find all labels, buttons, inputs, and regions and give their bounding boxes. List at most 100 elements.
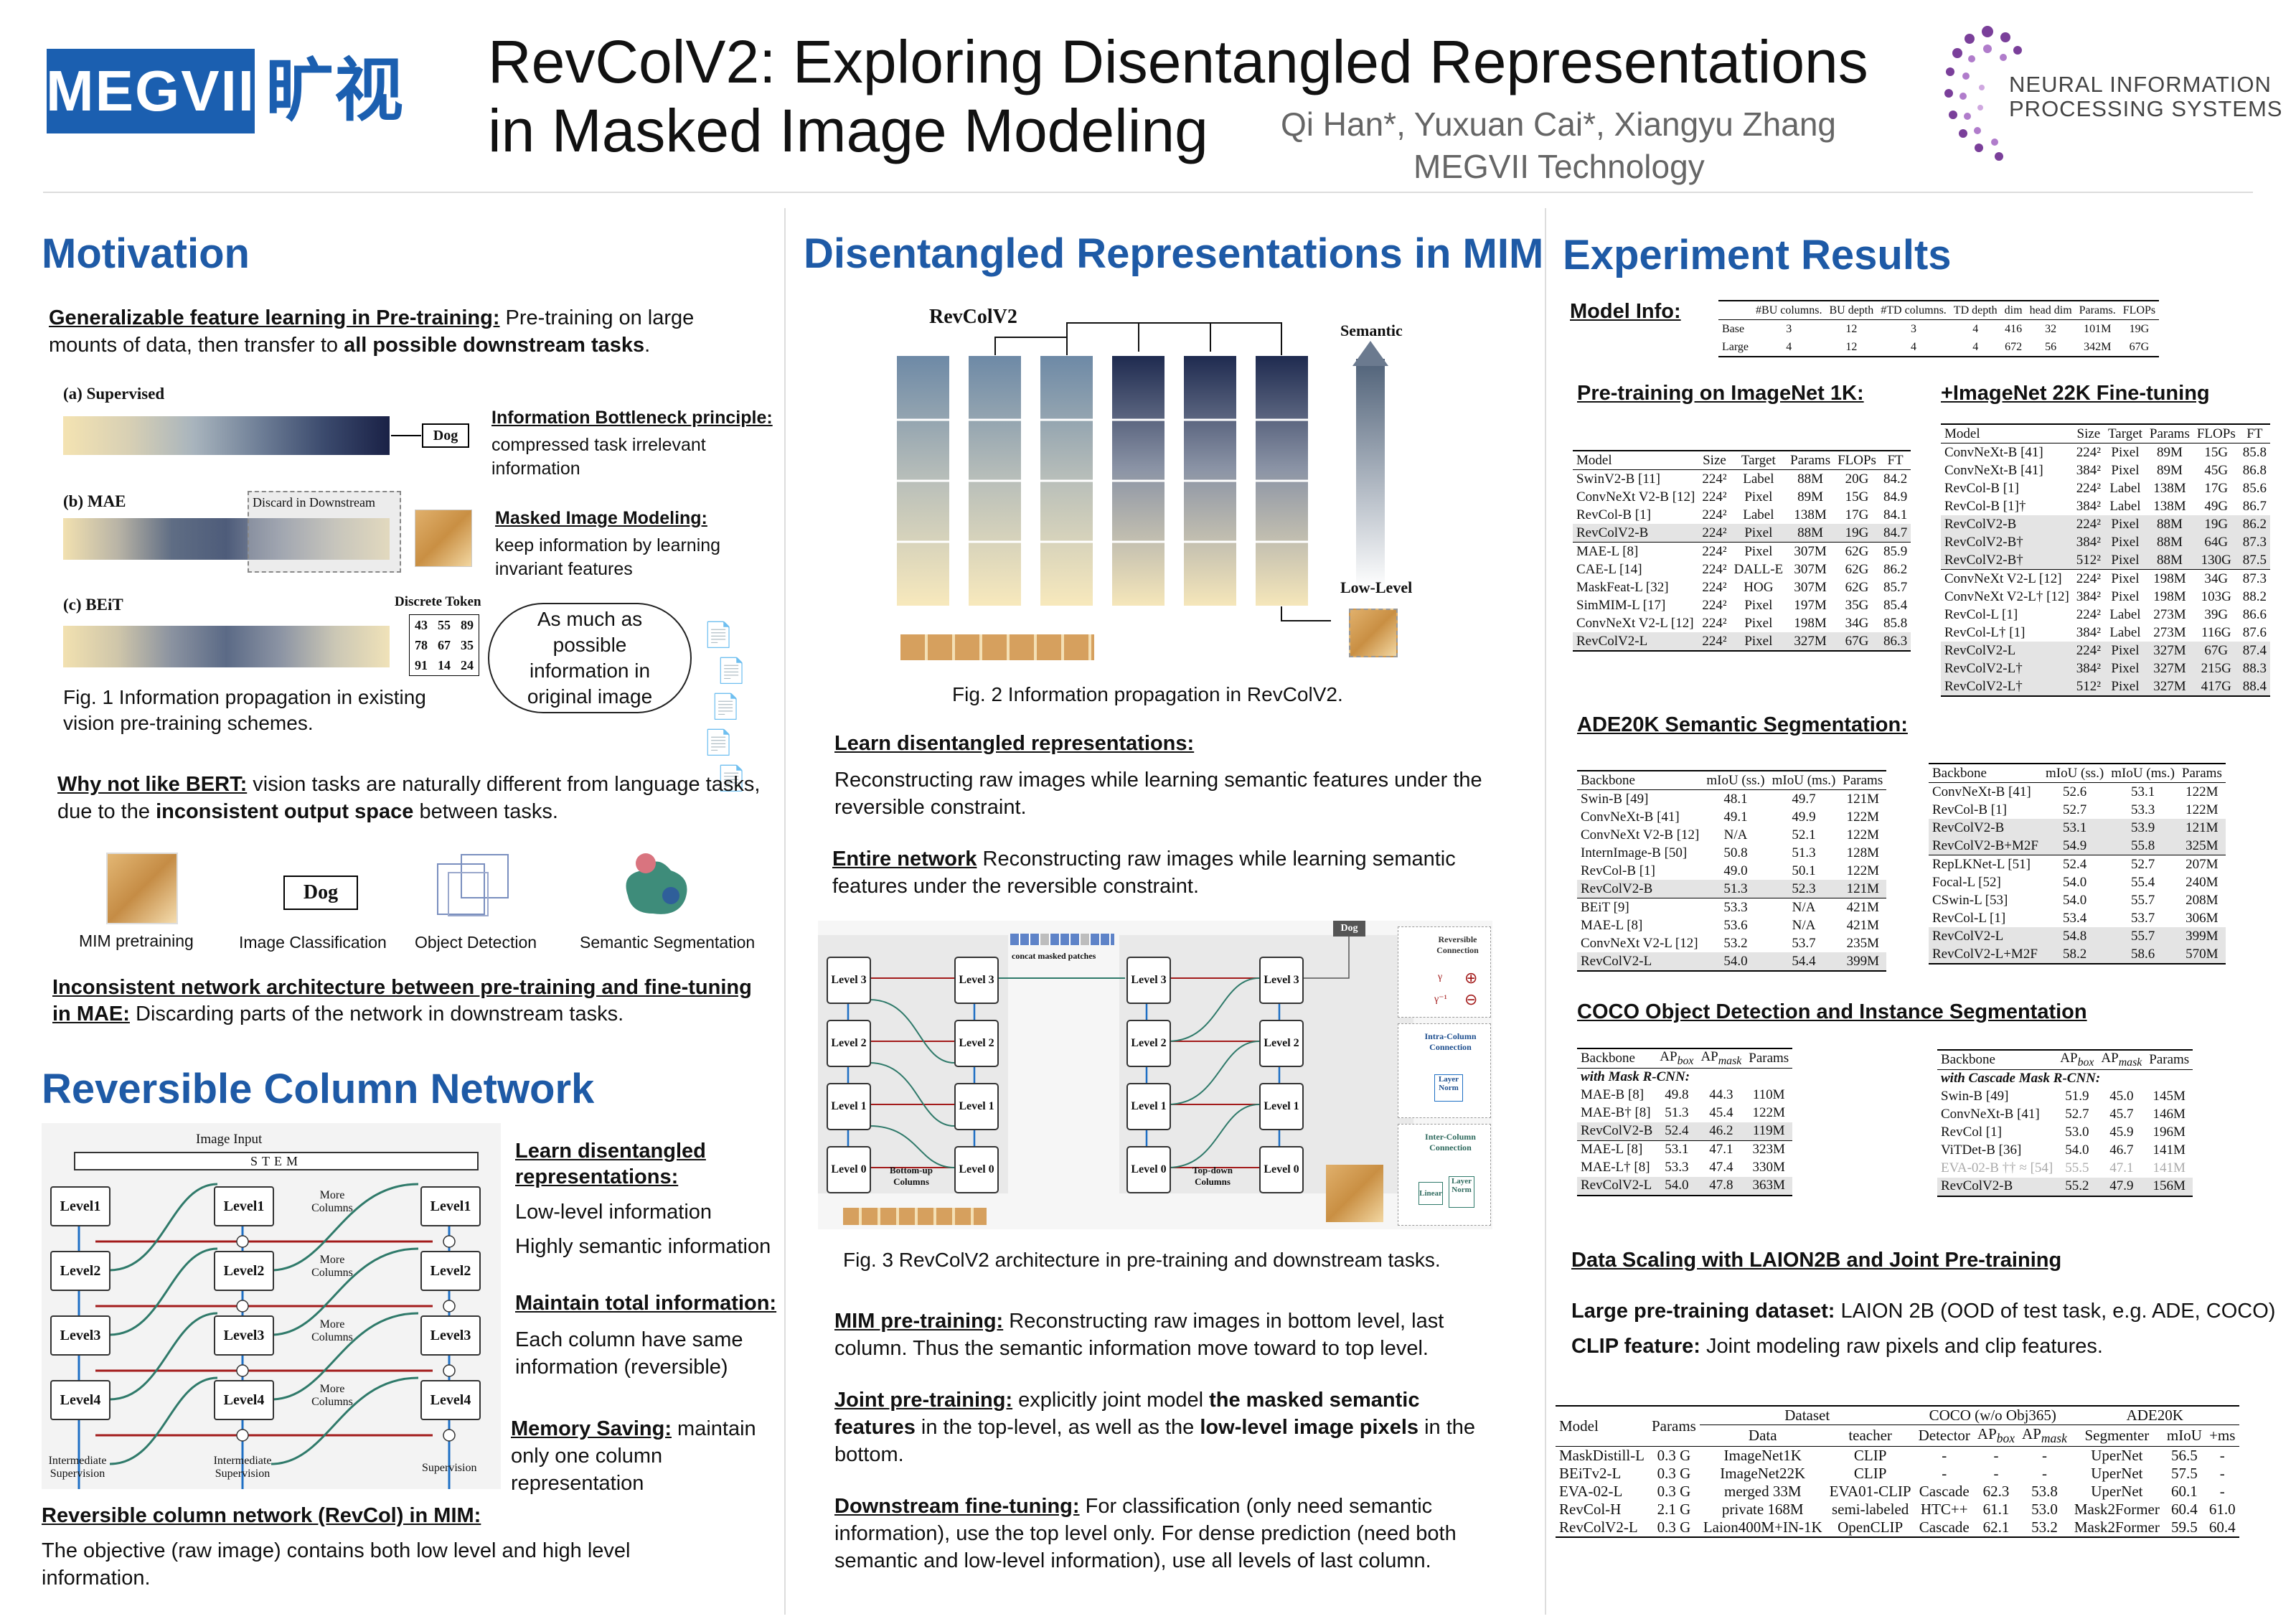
coco-table-2: Backbone APbox APmask Params with Cascad… [1937,1049,2193,1197]
table-cell: 53.1 [2062,820,2087,835]
table-cell: 62G [1845,561,1869,577]
table-cell: MAE-L [8] [1581,917,1643,933]
table-cell: 53.4 [2062,910,2087,926]
table-cell: 224² [1702,507,1727,522]
table-cell: 323M [1752,1142,1785,1158]
fig3-bu1-level3: Level 3 [827,957,871,1004]
table-cell: 59.5 [2171,1519,2198,1536]
table-cell: MAE-B† [8] [1581,1105,1651,1121]
table-cell: 273M [2153,606,2186,622]
cell: 67G [2129,340,2150,353]
table-cell: BEiT [9] [1581,899,1629,915]
document-icon: 📄 [703,621,734,649]
table-row: RevCol-B [1] 52.7 53.3 122M [1929,801,2226,819]
table-cell: 128M [1846,845,1879,860]
pretrain-title: Pre-training on ImageNet 1K: [1577,382,1864,405]
col-header: BU depth [1829,304,1874,316]
fig3-bu1-level1: Level 1 [827,1083,871,1130]
fig2-input-patches [900,634,1094,660]
table-cell: - [1942,1447,1947,1465]
motivation-heading: Motivation [42,230,250,277]
col-header: Params [1843,772,1883,788]
table-cell: 62G [1845,543,1869,559]
model-info-label: Model Info: [1570,300,1681,323]
table-cell: RevColV2-L [1559,1519,1638,1536]
table-cell: 52.7 [2065,1107,2089,1122]
table-row: ConvNeXt V2-L† [12] 384² Pixel 198M 103G 88.2 [1941,588,2270,606]
token: 91 [415,658,428,672]
table-row: RevColV2-L 54.0 47.8 363M [1577,1176,1793,1196]
table-cell: ConvNeXt-B [41] [1932,784,2031,799]
task-label-cls: Image Classification [239,933,387,952]
table-cell: 45.4 [1709,1105,1733,1121]
col-header: Dataset [1699,1406,1915,1425]
table-cell: N/A [1792,899,1816,915]
table-cell: 207M [2186,856,2219,872]
table-cell: - [1942,1465,1947,1483]
bert-end: between tasks. [413,800,558,823]
affiliation: MEGVII Technology [1413,148,1705,185]
table-row: ConvNeXt V2-B [12] 224² Pixel 89M 15G 84.9 [1573,488,1911,506]
table-cell: MAE-L [8] [1581,1142,1643,1158]
fig3-td1-level2: Level 2 [1126,1020,1171,1067]
ade-table-1: Backbone mIoU (ss.) mIoU (ms.) Params Sw… [1577,770,1887,972]
table-cell: N/A [1723,827,1748,842]
table-cell: Pixel [2111,642,2140,658]
table-cell: 224² [1702,615,1727,631]
col-header: Backbone [1932,765,1987,781]
table-cell: ConvNeXt V2-L† [12] [1944,588,2069,604]
entire-network: Entire network Reconstructing raw images… [832,845,1492,900]
table-row: RevCol-L† [1] 384² Label 273M 116G 87.6 [1941,624,2270,642]
mim-pretraining-text: Reconstructing raw images in bottom leve… [834,1310,1444,1360]
authors: Qi Han*, Yuxuan Cai*, Xiangyu Zhang [1281,105,1836,143]
table-cell: Pixel [1744,633,1773,649]
table-cell: 87.3 [2242,534,2267,550]
generalizable-end: . [644,334,651,357]
col-header: Size [1703,452,1726,468]
table-cell: 51.9 [2065,1089,2089,1104]
task-detection-icon [437,854,509,916]
table-cell: MAE-L† [8] [1581,1160,1650,1175]
table-cell: 47.4 [1709,1160,1733,1175]
mim-pretraining: MIM pre-training: Reconstructing raw ima… [834,1308,1495,1362]
cell: 3 [1786,322,1792,335]
fig3-bu2-level3: Level 3 [954,957,999,1004]
task-label-mim: MIM pretraining [79,931,194,950]
table-subheader: with Cascade Mask R-CNN: [1937,1069,2193,1088]
fig2-output-image [1349,609,1398,657]
table-cell: RevCol-H [1559,1501,1622,1519]
table-cell: CSwin-L [53] [1932,892,2008,908]
fig3-dog-box: Dog [1333,921,1365,937]
table-cell: RevColV2-B+M2F [1932,837,2038,853]
column-divider-1 [784,208,786,1615]
col-header: mIoU (ms.) [2111,765,2175,781]
ade-title: ADE20K Semantic Segmentation: [1577,713,1908,736]
revcol-arrows [77,1183,456,1489]
neurips-line1: NEURAL INFORMATION [2009,72,2272,97]
col-header: Backbone [1581,1050,1635,1066]
table-row: RevCol-B [1]† 384² Label 138M 49G 86.7 [1941,497,2270,515]
table-cell: 570M [2186,946,2219,962]
table-cell: 196M [2152,1125,2186,1140]
fig3-bu2-level1: Level 1 [954,1083,999,1130]
fig3-td1-level3: Level 3 [1126,957,1171,1004]
table-cell: RevColV2-L [1581,953,1652,969]
table-cell: 224² [1702,633,1727,649]
table-cell: 19G [2204,516,2229,532]
table-row: RevColV2-L† 512² Pixel 327M 417G 88.4 [1941,677,2270,696]
document-icon: 📄 [710,693,741,721]
plus-circle-icon: ⊕ [1464,969,1478,987]
table-cell: ConvNeXt V2-L [12] [1576,615,1694,631]
table-cell: 0.3 G [1657,1447,1691,1465]
table-cell: 307M [1794,579,1827,595]
fig3-diagram: concat masked patches Dog Level 3 Level … [818,921,1492,1229]
table-cell: RevColV2-B† [1944,534,2023,550]
table-cell: 86.7 [2242,498,2267,514]
stem-box: STEM [74,1152,479,1170]
revcol-col1-level3: Level3 [50,1315,110,1356]
memory-text: maintain only one column representation [511,1417,756,1495]
table-row: MAE-B† [8] 51.3 45.4 122M [1577,1104,1792,1122]
table-cell: RevColV2-B [1581,1123,1653,1139]
table-cell: 20G [1845,471,1869,487]
table-cell: 54.0 [1665,1178,1689,1193]
